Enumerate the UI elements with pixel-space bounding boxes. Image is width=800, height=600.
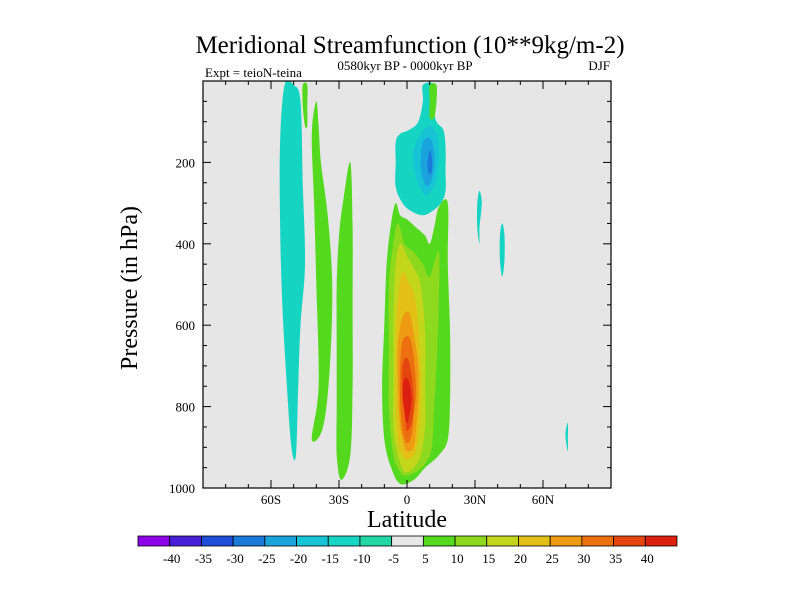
y-axis-label: Pressure (in hPa) xyxy=(117,206,143,370)
contour-region-neg25 xyxy=(427,149,433,175)
season-label: DJF xyxy=(588,58,610,73)
colorbar-swatch xyxy=(454,535,488,547)
contour-region-neg10 xyxy=(565,422,569,452)
x-tick-label: 0 xyxy=(404,492,411,507)
colorbar-swatch xyxy=(264,535,297,547)
x-axis-label: Latitude xyxy=(367,507,447,533)
colorbar-swatch xyxy=(581,535,614,547)
axis-ticks xyxy=(202,80,612,489)
colorbar-label: -5 xyxy=(388,551,399,566)
colorbar-label: 20 xyxy=(514,551,527,566)
colorbar-swatch xyxy=(232,535,266,547)
colorbar-label: -20 xyxy=(290,551,307,566)
x-tick-label: 30N xyxy=(464,492,487,507)
colorbar-label: 35 xyxy=(609,551,622,566)
colorbar-swatch xyxy=(518,535,551,547)
contour-region-neg10 xyxy=(499,223,505,277)
colorbar-swatch xyxy=(296,535,329,547)
y-tick-label: 800 xyxy=(176,400,196,415)
colorbar-label: -35 xyxy=(195,551,212,566)
contour-region-pos5 xyxy=(429,83,438,120)
colorbar-swatch xyxy=(201,535,234,547)
colorbar-label: 5 xyxy=(422,551,429,566)
colorbar-swatch xyxy=(549,535,583,547)
colorbar-label: -15 xyxy=(322,551,339,566)
colorbar-swatch xyxy=(391,535,424,547)
colorbar-label: -25 xyxy=(258,551,275,566)
colorbar-label: 30 xyxy=(577,551,590,566)
contour-region-pos5 xyxy=(302,82,308,129)
colorbar-swatch xyxy=(422,535,456,547)
colorbar-swatch xyxy=(137,535,171,547)
contour-region-neg10 xyxy=(477,190,482,244)
colorbar-swatch xyxy=(644,535,678,547)
contour-regions xyxy=(279,81,569,485)
contour-region-pos40 xyxy=(402,377,412,423)
colorbar-swatch xyxy=(486,535,519,547)
contour-region-pos5 xyxy=(336,162,353,480)
colorbar-label: 40 xyxy=(641,551,654,566)
colorbar-swatch xyxy=(327,535,361,547)
y-tick-label: 200 xyxy=(176,155,196,170)
colorbar-label: -30 xyxy=(226,551,243,566)
colorbar-label: 25 xyxy=(546,551,559,566)
y-tick-label: 1000 xyxy=(169,481,195,496)
colorbar-swatch xyxy=(613,535,646,547)
colorbar-swatch xyxy=(169,535,202,547)
colorbar-label: -40 xyxy=(163,551,180,566)
colorbar xyxy=(137,535,678,547)
x-tick-label: 60N xyxy=(532,492,555,507)
y-tick-label: 400 xyxy=(176,237,196,252)
chart-subtitle: 0580kyr BP - 0000kyr BP xyxy=(337,58,472,73)
contour-region-neg20 xyxy=(420,137,435,187)
colorbar-swatch xyxy=(359,535,393,547)
x-tick-label: 30S xyxy=(329,492,349,507)
contour-region-neg10 xyxy=(279,81,306,461)
x-tick-label: 60S xyxy=(261,492,281,507)
y-tick-label: 600 xyxy=(176,318,196,333)
contour-region-pos5 xyxy=(311,101,333,442)
experiment-label: Expt = teioN-teina xyxy=(205,65,302,80)
colorbar-label: -10 xyxy=(353,551,370,566)
colorbar-label: 15 xyxy=(482,551,495,566)
chart-title: Meridional Streamfunction (10**9kg/m-2) xyxy=(195,32,624,59)
colorbar-label: 10 xyxy=(451,551,464,566)
